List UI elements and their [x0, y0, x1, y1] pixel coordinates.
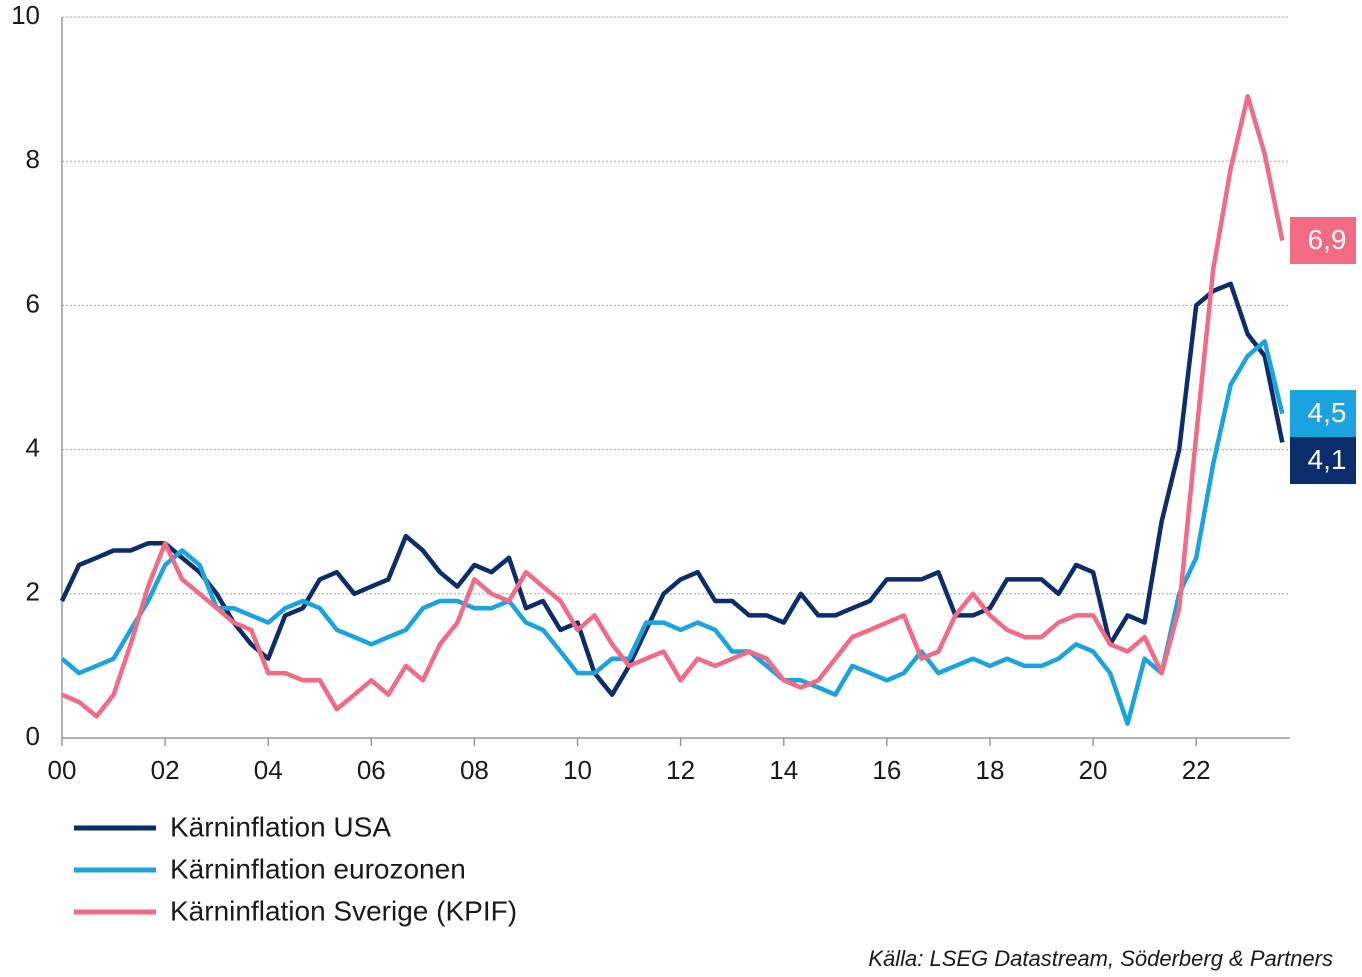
y-tick-label: 8: [26, 144, 40, 174]
x-tick-label: 06: [357, 755, 386, 785]
y-tick-label: 6: [26, 288, 40, 318]
y-tick-label: 2: [26, 577, 40, 607]
series-line: [61, 94, 1285, 719]
x-tick-label: 10: [563, 755, 592, 785]
x-tick-label: 04: [254, 755, 283, 785]
x-tick-label: 18: [975, 755, 1004, 785]
y-tick-label: 10: [11, 0, 40, 30]
end-label-box: [1290, 437, 1356, 485]
x-tick-label: 20: [1079, 755, 1108, 785]
end-label: 4,5: [1308, 397, 1347, 428]
series-line: [60, 339, 1285, 726]
x-tick-label: 00: [48, 755, 77, 785]
x-tick-label: 22: [1182, 755, 1211, 785]
x-tick-label: 08: [460, 755, 489, 785]
x-tick-label: 16: [872, 755, 901, 785]
legend-label: Kärninflation eurozonen: [170, 853, 466, 884]
x-tick-label: 02: [151, 755, 180, 785]
end-label: 6,9: [1308, 224, 1347, 255]
legend-label: Kärninflation USA: [170, 811, 391, 842]
x-tick-label: 14: [769, 755, 798, 785]
legend-label: Kärninflation Sverige (KPIF): [170, 895, 517, 926]
source: Källa: LSEG Datastream, Söderberg & Part…: [868, 946, 1333, 971]
end-label: 4,1: [1308, 444, 1347, 475]
end-label-box: [1290, 217, 1356, 265]
y-tick-label: 0: [26, 721, 40, 751]
series-line: [59, 281, 1285, 697]
end-label-box: [1290, 390, 1356, 438]
y-tick-label: 4: [26, 432, 40, 462]
x-tick-label: 12: [666, 755, 695, 785]
